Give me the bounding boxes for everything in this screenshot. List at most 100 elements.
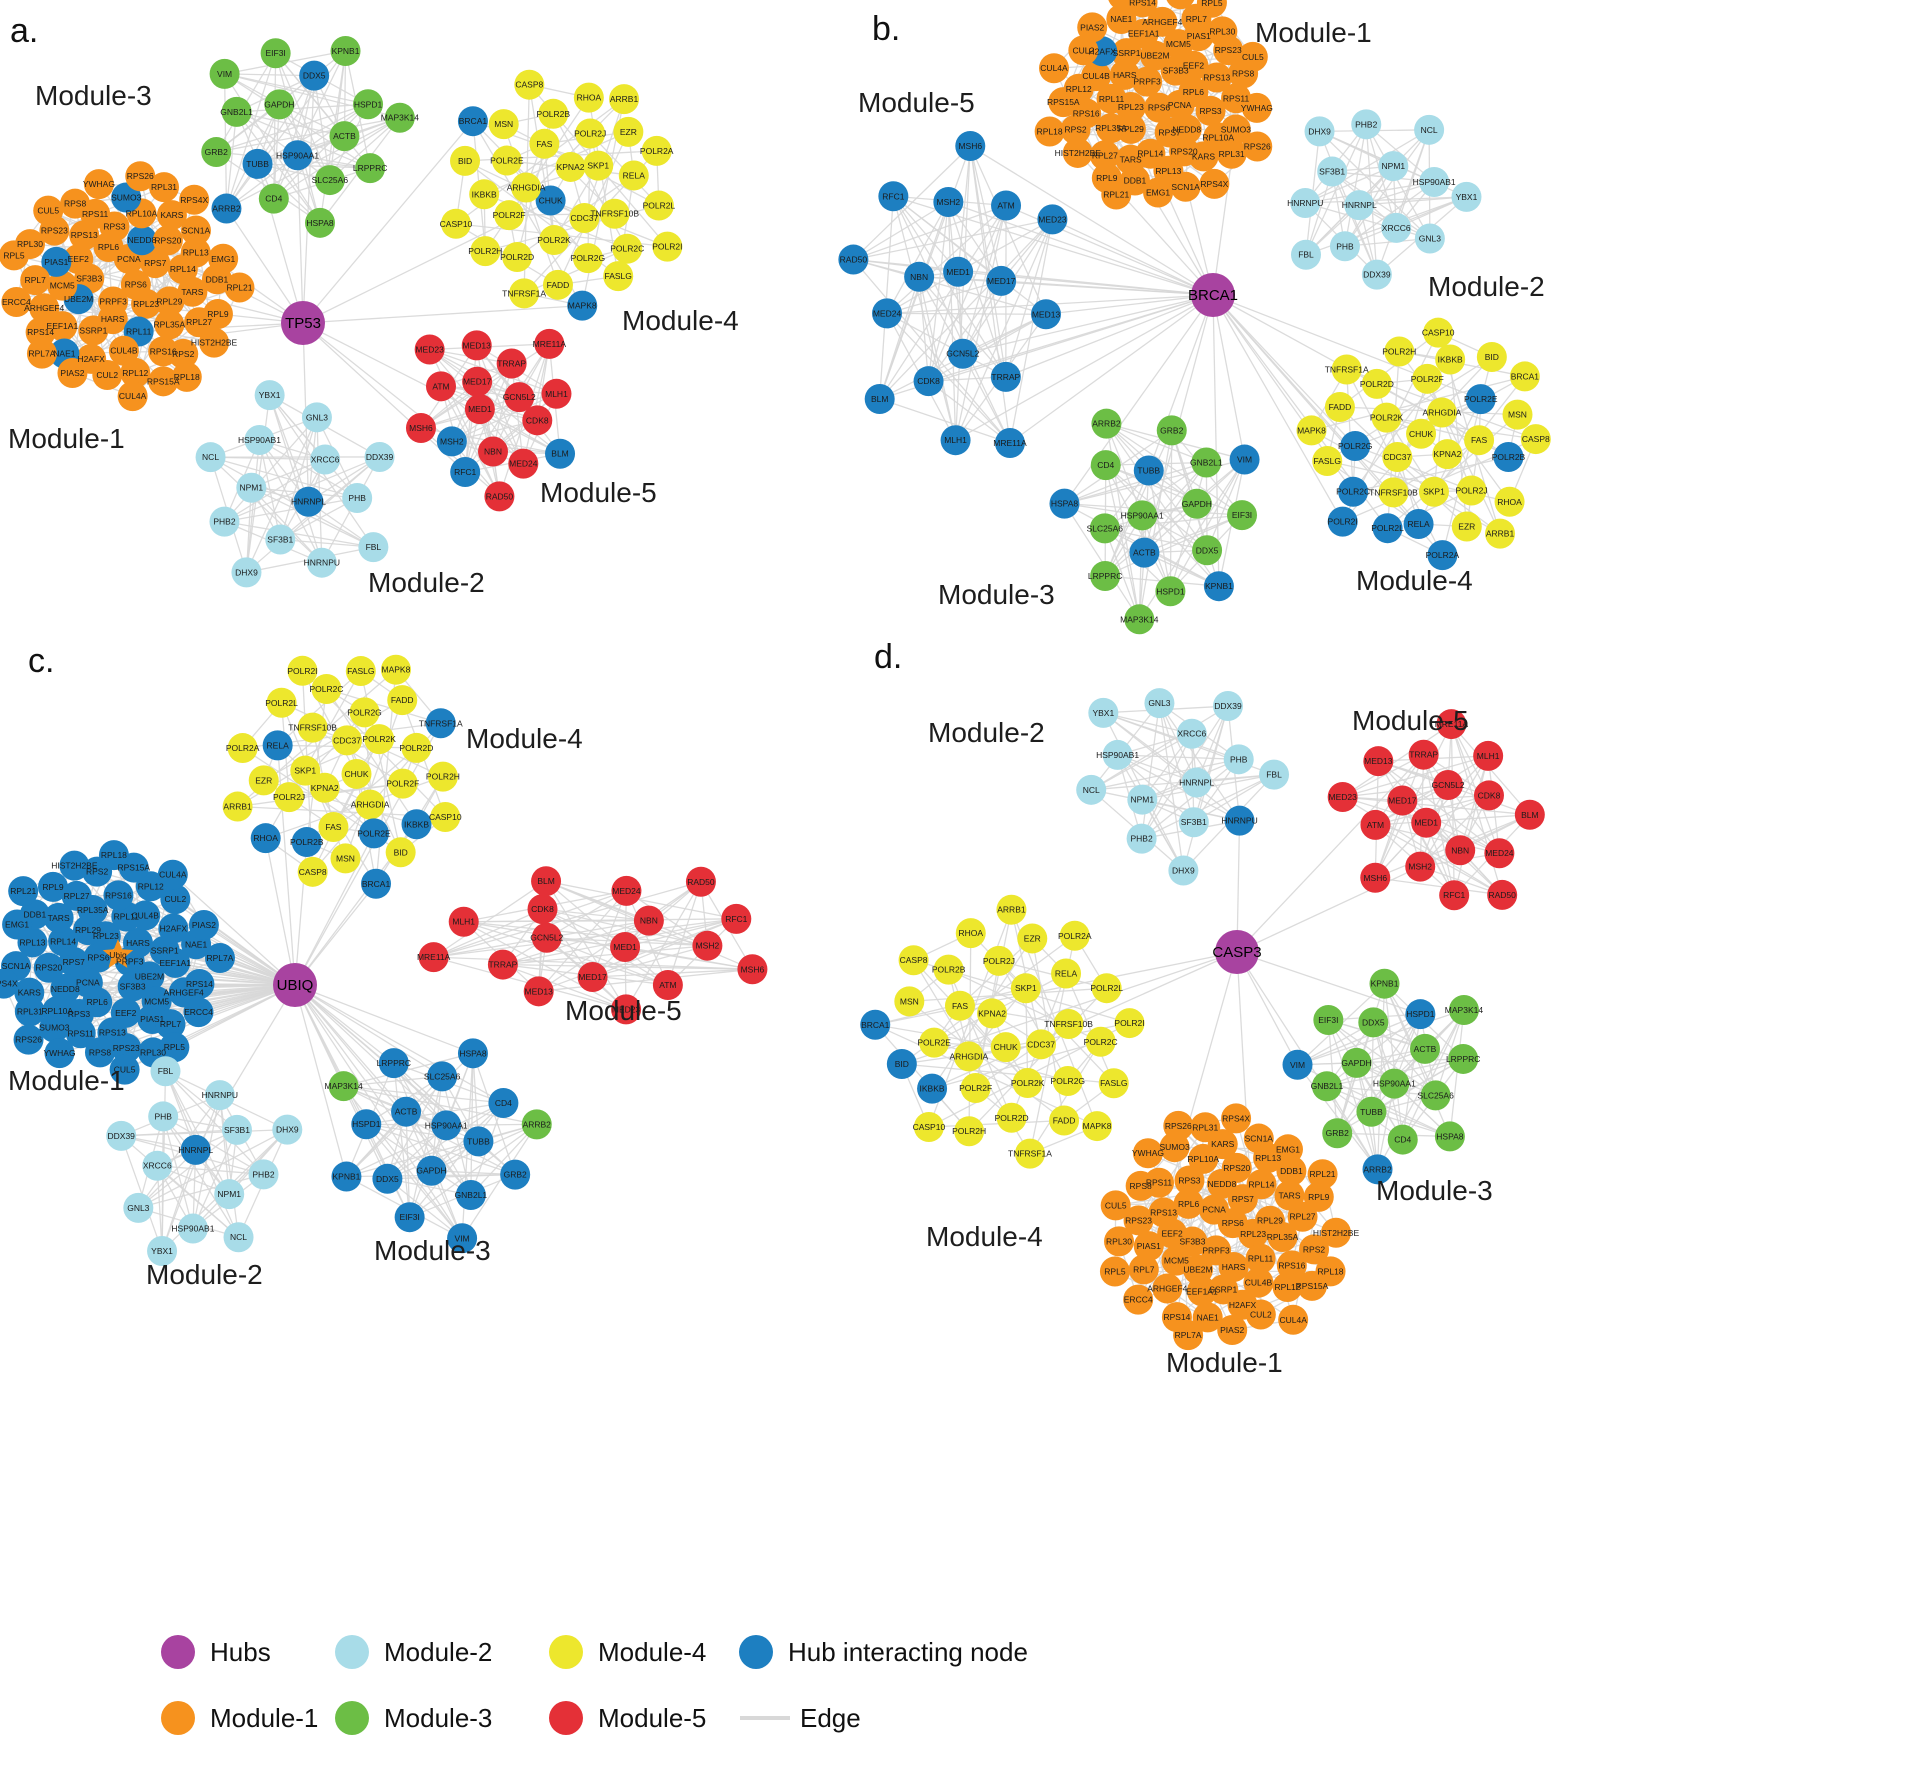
- node-POLR2K[interactable]: [1371, 402, 1402, 433]
- node-EMG1[interactable]: [2, 909, 33, 940]
- node-LRPPRC[interactable]: [378, 1048, 409, 1079]
- node-POLR2I[interactable]: [1114, 1008, 1145, 1039]
- node-TNFRSF1A[interactable]: [509, 278, 540, 309]
- node-HNRNPL[interactable]: [180, 1134, 211, 1165]
- node-EMG1[interactable]: [1272, 1134, 1303, 1165]
- node-NPM1[interactable]: [1127, 784, 1158, 815]
- node-RPL7[interactable]: [20, 265, 51, 296]
- node-CUL5[interactable]: [109, 1054, 140, 1085]
- node-HSPD1[interactable]: [351, 1109, 382, 1140]
- node-RPL7A[interactable]: [26, 338, 57, 369]
- node-FADD[interactable]: [542, 269, 573, 300]
- node-POLR2L[interactable]: [1091, 973, 1122, 1004]
- node-BLM[interactable]: [545, 438, 576, 469]
- node-GCN5L2[interactable]: [1433, 769, 1464, 800]
- node-POLR2A[interactable]: [227, 733, 258, 764]
- node-POLR2G[interactable]: [1052, 1066, 1083, 1097]
- node-EZR[interactable]: [1451, 511, 1482, 542]
- node-RPL35A[interactable]: [1267, 1221, 1298, 1252]
- node-GNL3[interactable]: [123, 1192, 154, 1223]
- node-PHB[interactable]: [342, 482, 373, 513]
- node-TRRAP[interactable]: [990, 361, 1021, 392]
- node-IKBKB[interactable]: [401, 809, 432, 840]
- node-YBX1[interactable]: [1451, 181, 1482, 212]
- node-GNL3[interactable]: [301, 402, 332, 433]
- node-ARRB1[interactable]: [222, 791, 253, 822]
- node-FBL[interactable]: [1259, 759, 1290, 790]
- node-DDX5[interactable]: [372, 1163, 403, 1194]
- node-EIF3I[interactable]: [260, 38, 291, 69]
- node-GAPDH[interactable]: [264, 89, 295, 120]
- node-ARHGEF4[interactable]: [29, 293, 60, 324]
- node-PHB[interactable]: [148, 1101, 179, 1132]
- node-TNFRSF1A[interactable]: [1331, 354, 1362, 385]
- node-PIAS2[interactable]: [57, 358, 88, 389]
- node-RPS14[interactable]: [184, 968, 215, 999]
- node-RPS11[interactable]: [65, 1018, 96, 1049]
- node-RPS16[interactable]: [103, 880, 134, 911]
- node-MSH6[interactable]: [1360, 862, 1391, 893]
- node-RFC1[interactable]: [878, 181, 909, 212]
- node-LRPPRC[interactable]: [355, 153, 386, 184]
- node-BID[interactable]: [450, 145, 481, 176]
- node-MAPK8[interactable]: [1296, 415, 1327, 446]
- node-EEF2[interactable]: [63, 244, 94, 275]
- node-HSPA8[interactable]: [1434, 1121, 1465, 1152]
- node-RPS14[interactable]: [1127, 0, 1158, 18]
- node-EMG1[interactable]: [208, 243, 239, 274]
- node-NPM1[interactable]: [214, 1179, 245, 1210]
- node-DDX39[interactable]: [106, 1120, 137, 1151]
- node-SLC25A6[interactable]: [314, 165, 345, 196]
- node-TUBB[interactable]: [463, 1126, 494, 1157]
- node-MED23[interactable]: [611, 994, 642, 1025]
- node-MED23[interactable]: [1037, 204, 1068, 235]
- node-MED24[interactable]: [508, 448, 539, 479]
- node-RAD50[interactable]: [1487, 879, 1518, 910]
- node-SSRP1[interactable]: [1111, 38, 1142, 69]
- node-ACTB[interactable]: [391, 1096, 422, 1127]
- node-CUL2[interactable]: [160, 884, 191, 915]
- node-POLR2I[interactable]: [652, 231, 683, 262]
- node-RHOA[interactable]: [573, 82, 604, 113]
- node-POLR2G[interactable]: [349, 697, 380, 728]
- node-HIST2H2BE[interactable]: [1320, 1217, 1351, 1248]
- node-CD4[interactable]: [488, 1087, 519, 1118]
- node-KPNA2[interactable]: [309, 772, 340, 803]
- node-CASP8[interactable]: [297, 856, 328, 887]
- hub-TP53[interactable]: [281, 301, 325, 345]
- node-RPS14[interactable]: [25, 317, 56, 348]
- node-DHX9[interactable]: [231, 557, 262, 588]
- node-CUL4A[interactable]: [1039, 53, 1070, 84]
- hub-CASP3[interactable]: [1215, 930, 1259, 974]
- node-RPL7[interactable]: [155, 1009, 186, 1040]
- node-TNFRSF10B[interactable]: [599, 198, 630, 229]
- node-HSP90AA1[interactable]: [282, 140, 313, 171]
- node-ARHGEF4[interactable]: [1152, 1273, 1183, 1304]
- node-CUL2[interactable]: [92, 360, 123, 391]
- node-POLR2E[interactable]: [491, 145, 522, 176]
- node-TUBB[interactable]: [242, 148, 273, 179]
- node-ERCC4[interactable]: [1165, 0, 1195, 10]
- node-GRB2[interactable]: [1156, 415, 1187, 446]
- node-FBL[interactable]: [150, 1056, 181, 1087]
- node-TNFRSF1A[interactable]: [425, 708, 456, 739]
- node-PHB[interactable]: [1223, 744, 1254, 775]
- node-RPS13[interactable]: [1148, 1197, 1179, 1228]
- node-IKBKB[interactable]: [1435, 344, 1466, 375]
- node-PIAS2[interactable]: [1217, 1315, 1248, 1346]
- node-RELA[interactable]: [618, 160, 649, 191]
- node-CHUK[interactable]: [990, 1032, 1021, 1063]
- node-LRPPRC[interactable]: [1448, 1043, 1479, 1074]
- node-CUL4A[interactable]: [117, 381, 148, 412]
- node-HNRNPL[interactable]: [1181, 767, 1212, 798]
- node-POLR2D[interactable]: [401, 732, 432, 763]
- node-SKP1[interactable]: [290, 755, 321, 786]
- node-SLC25A6[interactable]: [427, 1061, 458, 1092]
- node-HSP90AB1[interactable]: [177, 1213, 208, 1244]
- node-IKBKB[interactable]: [917, 1073, 948, 1104]
- node-CUL4B[interactable]: [1243, 1267, 1274, 1298]
- node-MED1[interactable]: [1411, 807, 1442, 838]
- node-SF3B1[interactable]: [221, 1114, 252, 1145]
- node-MAP3K14[interactable]: [1448, 994, 1479, 1025]
- node-FAS[interactable]: [1464, 425, 1495, 456]
